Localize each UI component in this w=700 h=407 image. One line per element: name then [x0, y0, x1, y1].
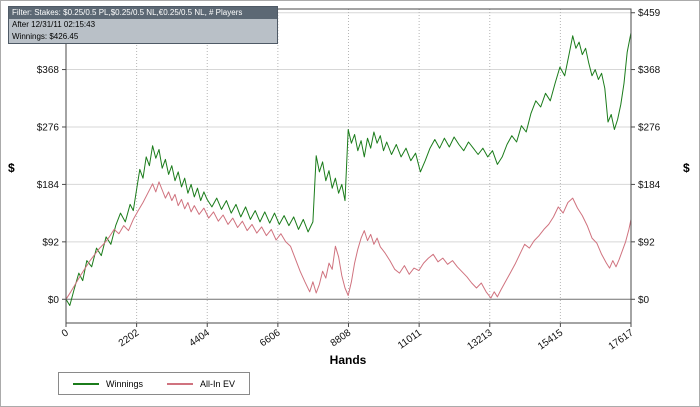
- allin-ev-line-icon: [167, 382, 194, 385]
- y-tick-label-right: $0: [638, 295, 650, 306]
- filter-info-winnings: Winnings: $426.45: [9, 31, 277, 43]
- legend-label-winnings: Winnings: [106, 378, 144, 389]
- x-tick-label: 15415: [536, 327, 565, 352]
- y-axis-title-left: $: [8, 161, 15, 175]
- legend: Winnings All-In EV: [58, 372, 251, 395]
- y-tick-label-right: $459: [638, 8, 661, 19]
- series-line-winnings: [65, 32, 632, 306]
- winnings-line-icon: [73, 382, 99, 385]
- x-tick-label: 6606: [258, 327, 283, 349]
- y-tick-label-left: $276: [37, 122, 60, 133]
- x-tick-label: 2202: [117, 327, 142, 349]
- legend-label-allin-ev: All-In EV: [200, 378, 236, 389]
- y-tick-label-right: $92: [638, 237, 655, 248]
- x-tick-label: 0: [60, 327, 71, 339]
- y-tick-label-right: $276: [638, 122, 661, 133]
- y-tick-label-right: $368: [638, 65, 661, 76]
- x-tick-label: 11011: [396, 327, 424, 351]
- x-tick-label: 8808: [329, 327, 354, 349]
- y-tick-label-right: $184: [638, 180, 661, 191]
- y-axis-title-right: $: [683, 161, 690, 175]
- filter-info-after: After 12/31/11 02:15:43: [9, 19, 277, 31]
- y-tick-label-left: $368: [37, 65, 60, 76]
- x-tick-label: 13213: [465, 327, 494, 352]
- x-tick-label: 4404: [187, 327, 212, 349]
- filter-info-box: Filter: Stakes: $0.25/0.5 PL,$0.25/0.5 N…: [8, 6, 278, 44]
- legend-item-winnings: Winnings: [73, 379, 143, 389]
- x-axis-title: Hands: [329, 353, 367, 367]
- legend-item-allin-ev: All-In EV: [167, 379, 235, 389]
- y-tick-label-left: $92: [42, 237, 59, 248]
- filter-info-header: Filter: Stakes: $0.25/0.5 PL,$0.25/0.5 N…: [9, 7, 277, 19]
- series-line-all-in-ev: [65, 181, 632, 300]
- y-tick-label-left: $0: [48, 295, 60, 306]
- x-tick-label: 17617: [607, 327, 636, 352]
- y-tick-label-left: $184: [37, 180, 60, 191]
